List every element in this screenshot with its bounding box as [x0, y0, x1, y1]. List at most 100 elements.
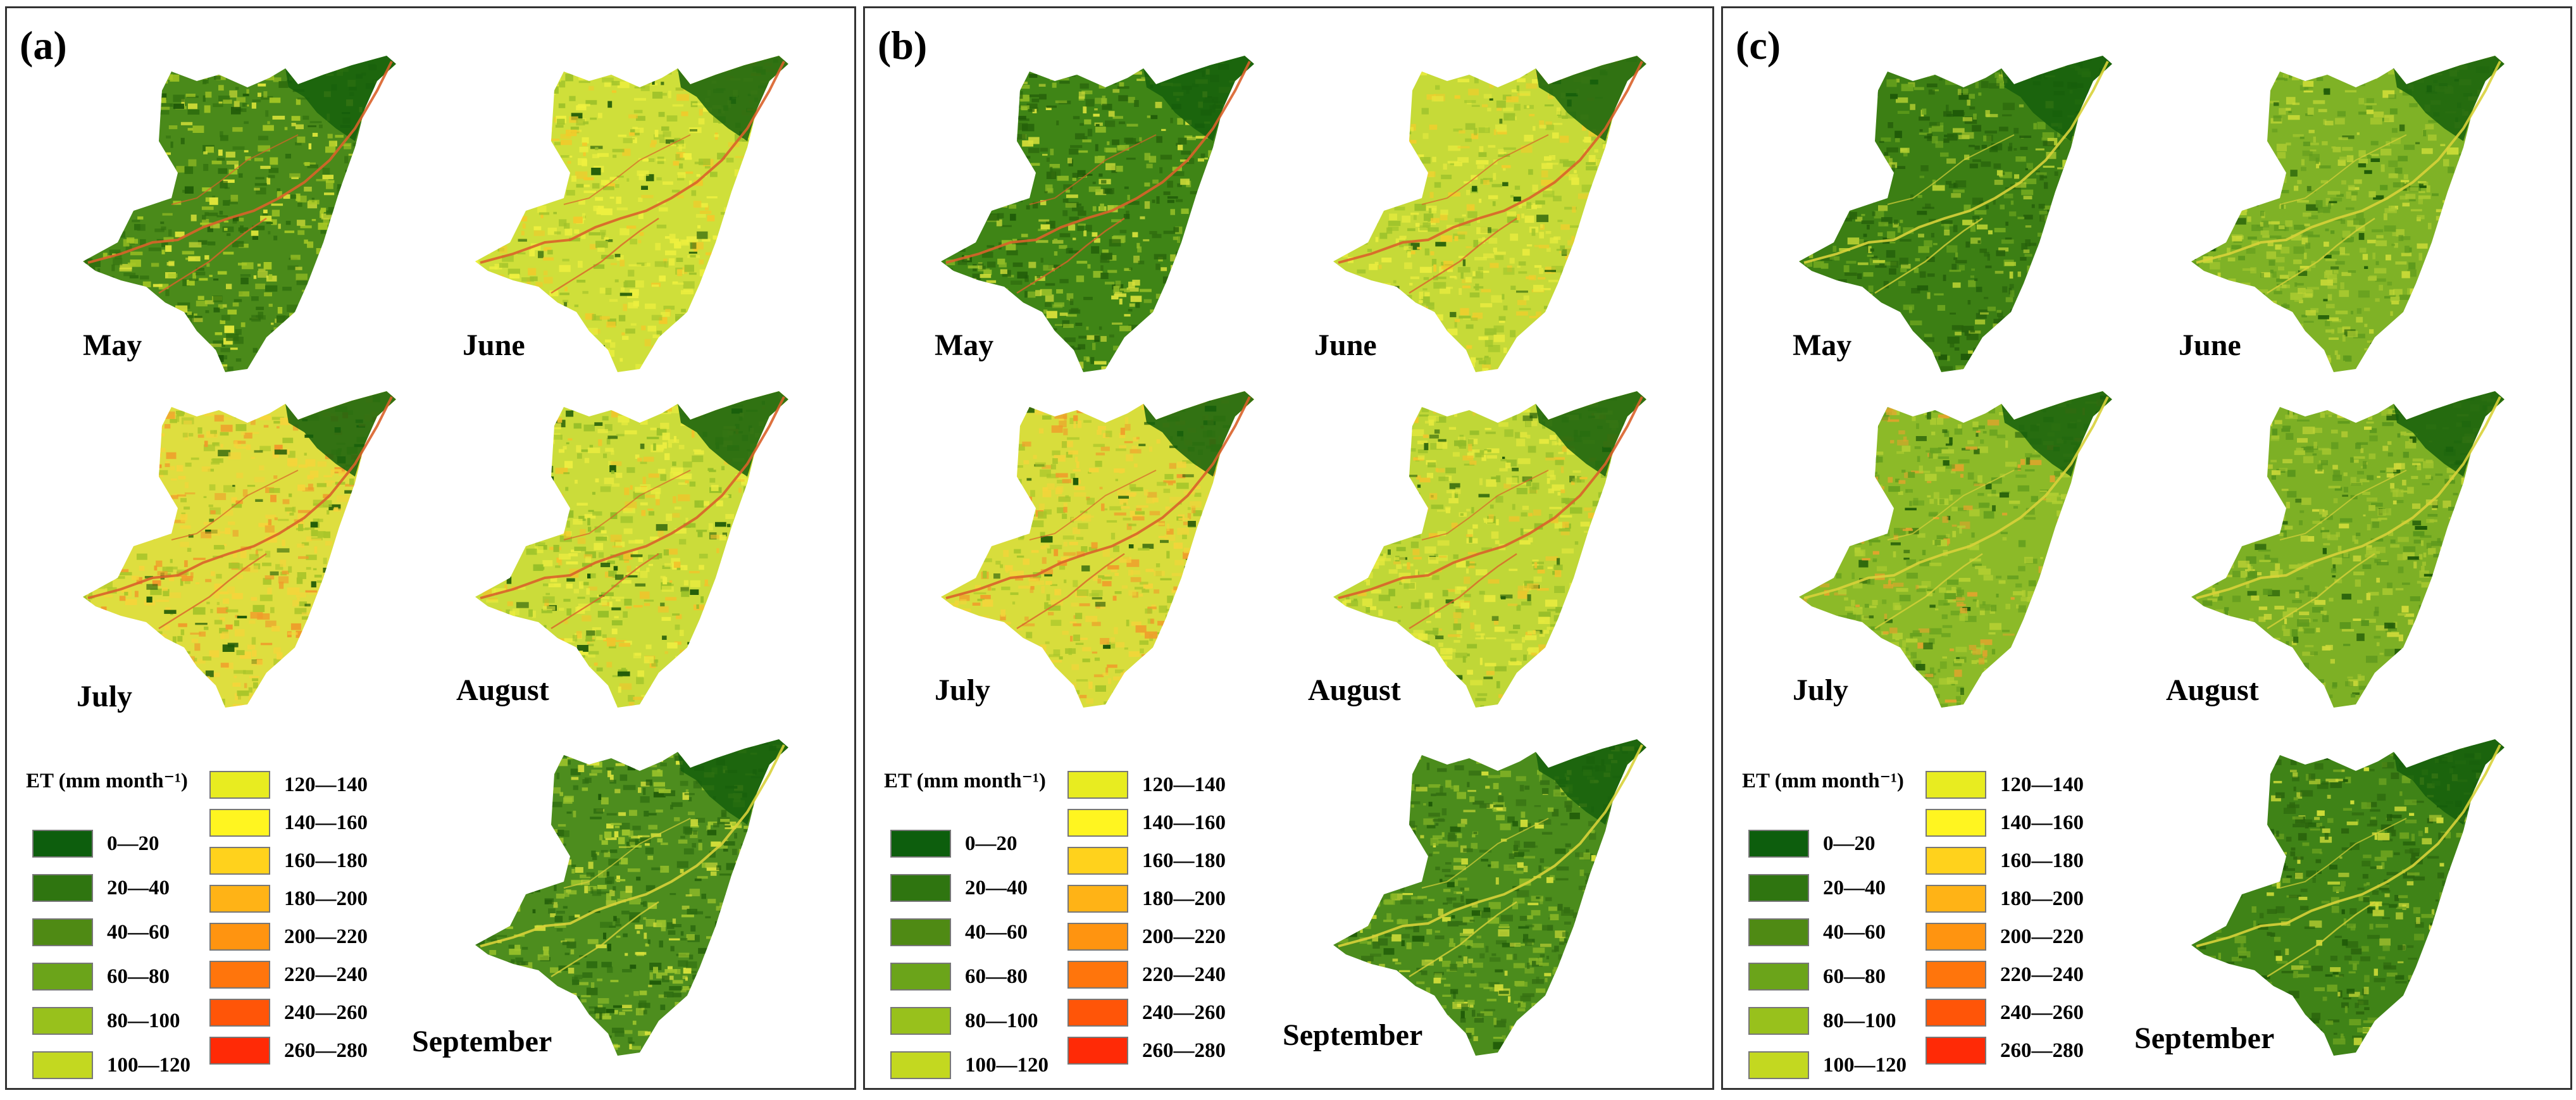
basin-map-svg	[2191, 739, 2504, 1056]
legend-swatch	[1926, 885, 1986, 913]
basin-map-svg	[83, 56, 396, 372]
forest-zone	[678, 391, 788, 477]
month-label-september: September	[412, 1025, 552, 1058]
panel-a: (a) May June July August September ET (m…	[5, 6, 856, 1090]
tributary	[1029, 470, 1157, 541]
tributary	[563, 818, 691, 889]
legend-swatch	[1067, 847, 1128, 875]
et-map-september	[2166, 736, 2520, 1065]
legend-label: 260—280	[2000, 1039, 2084, 1062]
tributary	[2267, 217, 2375, 294]
month-label-august: August	[456, 673, 549, 707]
legend-label: 100—120	[107, 1054, 190, 1077]
forest-zone	[1143, 391, 1254, 477]
legend-label: 240—260	[2000, 1001, 2084, 1024]
legend-swatch	[1748, 1051, 1809, 1079]
basin-map-svg	[475, 56, 788, 372]
tributary	[1409, 553, 1517, 630]
legend-label: 0—20	[107, 832, 159, 855]
legend-label: 260—280	[1142, 1039, 1226, 1062]
main-river	[87, 61, 393, 264]
legend-swatch	[890, 963, 951, 991]
legend-label: 140—160	[1142, 811, 1226, 834]
month-label-september: September	[1283, 1018, 1423, 1052]
forest-zone	[2394, 391, 2504, 477]
legend-label: 200—220	[1142, 925, 1226, 948]
tributary	[2267, 553, 2375, 630]
legend-swatch	[209, 771, 270, 799]
main-river	[2196, 396, 2501, 599]
main-river	[2196, 744, 2501, 947]
legend-swatch	[209, 847, 270, 875]
tributary	[2267, 901, 2375, 978]
legend-label: 0—20	[965, 832, 1017, 855]
basin-map-svg	[475, 739, 788, 1056]
legend-swatch	[890, 830, 951, 858]
month-label-august: August	[2166, 673, 2259, 707]
legend-swatch	[1067, 771, 1128, 799]
et-map-may	[58, 53, 412, 382]
tributary	[551, 901, 659, 978]
month-label-july: July	[77, 680, 133, 713]
legend-title: ET (mm month⁻¹)	[1742, 770, 1904, 792]
month-label-july: July	[1793, 673, 1849, 707]
legend-swatch	[1926, 961, 1986, 989]
et-map-august	[1308, 388, 1662, 717]
panel-b: (b) May June July August September ET (m…	[863, 6, 1714, 1090]
legend-swatch	[1748, 963, 1809, 991]
legend-swatch	[1067, 999, 1128, 1027]
tributary	[563, 134, 691, 205]
et-map-july	[1774, 388, 2128, 717]
legend-label: 20—40	[107, 877, 170, 899]
legend-swatch	[1067, 1037, 1128, 1065]
basin-map-svg	[475, 391, 788, 708]
legend-swatch	[209, 923, 270, 951]
legend-label: 60—80	[1823, 965, 1886, 988]
forest-zone	[678, 56, 788, 141]
et-map-july	[916, 388, 1270, 717]
legend-label: 220—240	[284, 963, 368, 986]
legend-label: 100—120	[965, 1054, 1048, 1077]
tributary	[563, 470, 691, 541]
legend-swatch	[1926, 999, 1986, 1027]
legend-swatch	[1926, 847, 1986, 875]
legend-label: 240—260	[284, 1001, 368, 1024]
tributary	[1409, 901, 1517, 978]
tributary	[1421, 818, 1549, 889]
month-label-july: July	[935, 673, 991, 707]
legend-swatch	[1926, 1037, 1986, 1065]
panel-label: (b)	[878, 23, 928, 68]
forest-zone	[1536, 739, 1646, 825]
legend-title: ET (mm month⁻¹)	[26, 770, 188, 792]
legend-label: 140—160	[2000, 811, 2084, 834]
legend-label: 220—240	[2000, 963, 2084, 986]
legend-swatch	[32, 830, 93, 858]
legend-swatch	[32, 918, 93, 946]
tributary	[2279, 134, 2407, 205]
main-river	[1338, 396, 1643, 599]
legend-label: 140—160	[284, 811, 368, 834]
panel-label: (c)	[1736, 23, 1781, 68]
month-label-june: June	[463, 328, 525, 362]
forest-zone	[285, 391, 396, 477]
tributary	[1016, 553, 1125, 630]
main-river	[480, 744, 785, 947]
legend-label: 40—60	[107, 921, 170, 944]
month-label-june: June	[2179, 328, 2241, 362]
legend-label: 120—140	[284, 773, 368, 796]
tributary	[551, 553, 659, 630]
tributary	[1874, 217, 1983, 294]
legend-swatch	[209, 885, 270, 913]
legend-label: 20—40	[965, 877, 1028, 899]
forest-zone	[1143, 56, 1254, 141]
basin-map-svg	[941, 391, 1254, 708]
main-river	[87, 396, 393, 599]
forest-zone	[678, 739, 788, 825]
legend-swatch	[209, 999, 270, 1027]
et-map-september	[1308, 736, 1662, 1065]
legend-label: 40—60	[1823, 921, 1886, 944]
tributary	[2279, 470, 2407, 541]
main-river	[945, 396, 1251, 599]
main-river	[1803, 61, 2109, 264]
legend-swatch	[32, 963, 93, 991]
